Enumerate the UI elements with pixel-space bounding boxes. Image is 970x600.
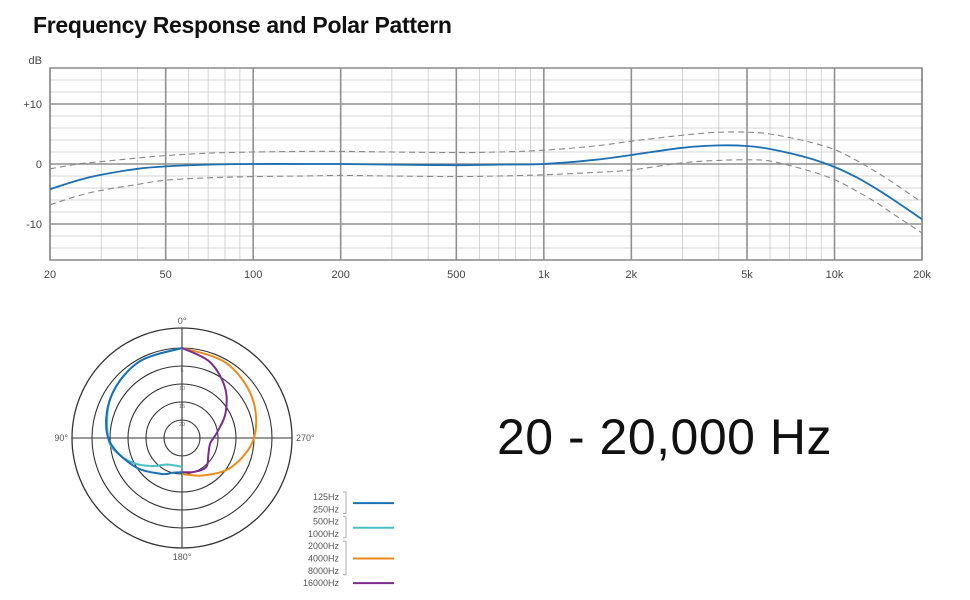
freq-x-tick-label: 10k [826,269,844,281]
polar-angle-label: 90° [54,433,68,443]
polar-curve-2 [181,347,258,477]
freq-x-tick-label: 5k [741,269,753,281]
frequency-range-text: 20 - 20,000 Hz [497,409,832,465]
polar-legend-label: 250Hz [313,504,340,514]
freq-tolerance-line-1 [49,131,923,203]
polar-legend-label: 125Hz [313,492,340,502]
freq-response-line [49,144,923,220]
freq-y-tick-label: +10 [23,99,42,111]
polar-legend-bracket [343,540,347,576]
freq-x-tick-label: 20 [44,269,56,281]
freq-x-tick-label: 20k [913,269,931,281]
polar-ring-label: 15 [179,404,185,410]
freq-x-tick-label: 2k [626,269,638,281]
polar-legend-label: 2000Hz [308,541,340,551]
freq-x-tick-label: 100 [244,269,262,281]
freq-x-tick-label: 50 [160,269,172,281]
freq-x-tick-label: 500 [447,269,465,281]
freq-x-tick-label: 1k [538,269,550,281]
freq-plot-frame [49,67,923,261]
freq-y-tick-label: -10 [26,219,42,231]
freq-x-tick-label: 200 [331,269,349,281]
polar-legend-label: 1000Hz [308,529,340,539]
polar-ring-label: 5 [180,368,183,374]
polar-curve-1 [106,347,183,468]
polar-curve-0 [105,347,183,476]
polar-angle-label: 270° [296,433,315,443]
polar-legend-label: 4000Hz [308,554,340,564]
frequency-response-chart: 20 50 100 200 500 1k 2k 5k 10k 20k +10 0 -10 dB [23,55,931,281]
freq-y-tick-label: 0 [36,159,42,171]
polar-ring-label: 20 [179,422,185,428]
polar-curve-3 [181,347,228,474]
freq-tolerance-line-2 [49,159,923,234]
polar-legend-label: 8000Hz [308,566,340,576]
polar-legend-bracket [343,491,347,514]
page-title: Frequency Response and Polar Pattern [33,12,452,38]
polar-angle-label: 180° [173,552,192,562]
polar-ring-label: 10 [179,386,185,392]
polar-legend-bracket [343,516,347,539]
polar-legend-label: 16000Hz [303,578,340,588]
polar-angle-label: 0° [178,316,187,326]
polar-legend-label: 500Hz [313,517,340,527]
freq-y-axis-label: dB [29,55,42,67]
